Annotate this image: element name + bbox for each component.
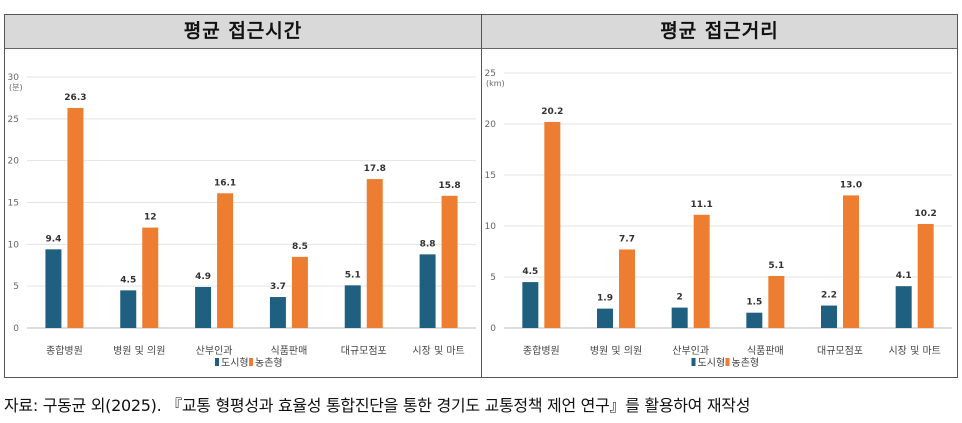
data-label: 10.2 — [915, 209, 937, 219]
bar-rural — [917, 223, 934, 328]
y-tick-label: 10 — [485, 222, 497, 232]
bar-urban — [821, 305, 837, 328]
x-tick-label: 식품판매 — [271, 345, 308, 357]
x-tick-label: 산부인과 — [672, 345, 709, 357]
bar-urban — [269, 297, 286, 328]
bar-rural — [843, 195, 859, 328]
bar-urban — [522, 282, 539, 328]
legend-label: 농촌형 — [732, 357, 760, 369]
panel-access-time: 평균 접근시간 0 5 10 15 20 25 30 (분) 9.4 26.3 종합병원 4.5 12 병… — [5, 15, 482, 377]
x-tick-label: 병원 및 의원 — [113, 345, 165, 357]
chart-title: 평균 접근거리 — [482, 15, 957, 49]
y-tick-label: 0 — [13, 324, 19, 334]
data-label: 9.4 — [45, 234, 61, 244]
legend-swatch-urban — [691, 358, 696, 366]
legend-label: 농촌형 — [255, 357, 283, 369]
bar-urban — [597, 308, 613, 328]
x-tick-label: 대규모점포 — [817, 345, 863, 357]
legend-label: 도시형 — [221, 357, 249, 369]
data-label: 4.1 — [896, 271, 912, 281]
x-tick-label: 식품판매 — [747, 345, 784, 357]
y-axis-unit: (km) — [486, 79, 505, 88]
data-label: 13.0 — [840, 180, 862, 190]
bar-urban — [195, 287, 212, 328]
data-label: 1.5 — [746, 298, 762, 308]
y-tick-label: 20 — [485, 120, 497, 130]
bar-rural — [291, 256, 308, 328]
x-tick-label: 시장 및 마트 — [412, 345, 464, 357]
bar-urban — [45, 249, 62, 328]
data-label: 16.1 — [214, 178, 236, 188]
data-label: 5.1 — [345, 270, 361, 280]
legend-swatch-rural — [725, 358, 730, 366]
legend-swatch-rural — [249, 358, 253, 366]
chart-table: 평균 접근시간 0 5 10 15 20 25 30 (분) 9.4 26.3 종합병원 4.5 12 병… — [4, 14, 958, 378]
x-tick-label: 대규모점포 — [341, 345, 387, 357]
data-label: 4.9 — [195, 272, 211, 282]
bar-urban — [120, 290, 137, 328]
data-label: 4.5 — [522, 267, 538, 277]
bar-urban — [671, 307, 688, 328]
bar-urban — [419, 254, 436, 328]
x-tick-label: 종합병원 — [523, 345, 560, 357]
access-time-chart: 0 5 10 15 20 25 30(분) 9.4 26.3 종합병원 4.5 12 병원 및 의원 4.… — [8, 73, 476, 369]
y-tick-label: 25 — [485, 69, 496, 79]
y-tick-label: 25 — [8, 115, 19, 125]
data-label: 11.1 — [691, 200, 713, 210]
chart-title: 평균 접근시간 — [5, 15, 481, 49]
bar-rural — [366, 179, 383, 328]
data-label: 2 — [677, 293, 683, 303]
data-label: 8.5 — [292, 242, 308, 252]
data-label: 15.8 — [438, 181, 460, 191]
data-label: 5.1 — [768, 261, 784, 271]
data-label: 12 — [144, 213, 157, 223]
bar-urban — [895, 286, 912, 328]
bar-rural — [693, 214, 710, 328]
y-tick-label: 15 — [8, 199, 19, 209]
x-tick-label: 시장 및 마트 — [888, 345, 940, 357]
bar-rural — [768, 275, 785, 328]
bar-rural — [217, 193, 234, 328]
bar-rural — [142, 227, 159, 328]
y-tick-label: 10 — [8, 240, 20, 250]
data-label: 7.7 — [619, 234, 635, 244]
panel-access-distance: 평균 접근거리 0 5 10 15 20 25 (km) 4.5 20.2 종합병원 1.9 7.7 병… — [482, 15, 957, 377]
bar-rural — [544, 121, 561, 329]
data-label: 4.5 — [120, 275, 136, 285]
y-tick-label: 30 — [8, 73, 20, 83]
bar-rural — [619, 249, 635, 328]
bar-rural — [441, 195, 458, 328]
data-label: 20.2 — [541, 107, 563, 117]
source-caption: 자료: 구동균 외(2025). 『교통 형평성과 효율성 통합진단을 통한 경… — [4, 396, 751, 415]
x-tick-label: 산부인과 — [196, 345, 233, 357]
data-label: 26.3 — [64, 93, 86, 103]
bar-urban — [746, 312, 763, 328]
y-tick-label: 0 — [490, 324, 496, 334]
x-tick-label: 병원 및 의원 — [590, 345, 642, 357]
y-tick-label: 15 — [485, 171, 496, 181]
y-tick-label: 5 — [13, 282, 19, 292]
legend-label: 도시형 — [698, 357, 726, 369]
legend-swatch-urban — [215, 358, 219, 366]
data-label: 8.8 — [420, 239, 436, 249]
data-label: 1.9 — [597, 294, 613, 304]
y-tick-label: 20 — [8, 157, 20, 167]
y-tick-label: 5 — [490, 273, 496, 283]
data-label: 3.7 — [270, 282, 286, 292]
bar-urban — [344, 285, 361, 328]
data-label: 17.8 — [364, 164, 386, 174]
x-tick-label: 종합병원 — [46, 345, 83, 357]
data-label: 2.2 — [821, 291, 837, 301]
y-axis-unit: (분) — [9, 83, 23, 92]
bar-rural — [67, 107, 84, 328]
access-distance-chart: 0 5 10 15 20 25(km) 4.5 20.2 종합병원 1.9 7.7 병원 및 의원 2 1… — [485, 69, 952, 369]
